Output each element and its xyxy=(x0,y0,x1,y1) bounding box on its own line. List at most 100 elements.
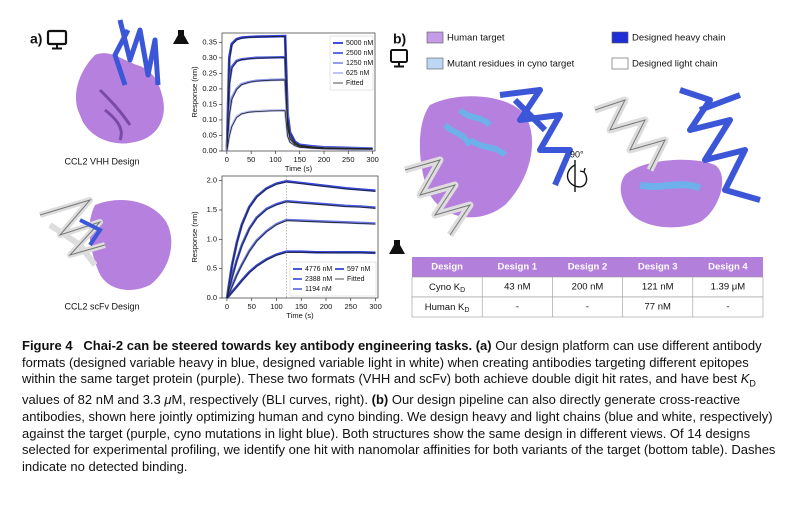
vhh-structure xyxy=(75,19,164,144)
x-axis-label: Time (s) xyxy=(285,164,313,173)
x-tick-label: 150 xyxy=(293,155,306,164)
rotation-label: 90° xyxy=(570,149,584,159)
x-tick-label: 50 xyxy=(247,155,255,164)
legend-box xyxy=(289,261,377,297)
y-tick-label: 1.0 xyxy=(207,234,217,243)
x-axis-label: Time (s) xyxy=(286,311,314,320)
legend-label: Human target xyxy=(447,33,505,44)
y-axis-label: Response (nm) xyxy=(190,211,199,263)
legend-swatch xyxy=(426,57,444,70)
table-cell: - xyxy=(586,302,589,313)
y-tick-label: 0.00 xyxy=(202,146,217,155)
table-header: Design 4 xyxy=(708,262,748,273)
caption-run: D xyxy=(749,378,756,389)
caption-run: Our design pipeline can also directly ge… xyxy=(22,392,780,474)
monitor-icon xyxy=(390,49,408,68)
y-tick-label: 0.25 xyxy=(202,68,217,77)
x-tick-label: 100 xyxy=(269,155,282,164)
figure: a) CCL2 VHH Design CCL2 scFv Design b) H… xyxy=(30,19,764,320)
table-cell: - xyxy=(516,302,519,313)
x-tick-label: 250 xyxy=(345,302,358,311)
x-tick-label: 0 xyxy=(225,155,229,164)
x-tick-label: 300 xyxy=(366,155,379,164)
fitted-line xyxy=(226,251,376,299)
table-cell: - xyxy=(726,302,729,313)
panel-label: b) xyxy=(393,31,406,47)
y-tick-label: 0.35 xyxy=(202,37,217,46)
caption-run: Figure 4 xyxy=(22,338,73,353)
x-tick-label: 250 xyxy=(342,155,355,164)
table-header: Design 2 xyxy=(568,262,608,273)
row-label-sub: D xyxy=(460,287,465,294)
legend-label: Mutant residues in cyno target xyxy=(447,59,575,70)
legend-swatch xyxy=(611,57,629,70)
scfv-structure xyxy=(39,197,172,290)
x-tick-label: 200 xyxy=(320,302,333,311)
table-cell: 200 nM xyxy=(572,282,604,293)
caption-run: μ xyxy=(164,392,172,408)
legend-label: Fitted xyxy=(347,276,365,283)
flask-icon xyxy=(389,240,405,254)
table-cell: 77 nM xyxy=(644,302,670,313)
y-tick-label: 0.20 xyxy=(202,84,217,93)
x-tick-label: 200 xyxy=(318,155,331,164)
fitted-line xyxy=(226,181,376,299)
legend: 4776 nM 2388 nM 1194 nM 597 nM Fitted xyxy=(289,261,377,297)
table-header: Design 1 xyxy=(497,262,537,273)
caption-run: Our design platform can use different an… xyxy=(22,338,766,387)
legend-swatch xyxy=(426,31,444,44)
table-row-label: Human KD xyxy=(425,302,470,314)
monitor-icon xyxy=(46,29,68,50)
table-row xyxy=(411,296,764,318)
table-header: Design 3 xyxy=(638,262,678,273)
fitted-line xyxy=(226,110,373,152)
fitted-line xyxy=(226,201,376,299)
table-row-label: Cyno KD xyxy=(429,282,465,294)
rotation-arrow xyxy=(566,160,588,192)
legend: 5000 nM 2500 nM 1250 nM 625 nM Fitted xyxy=(329,35,373,91)
structure-label: CCL2 scFv Design xyxy=(64,301,139,311)
cross-reactive-structure-front xyxy=(404,87,573,237)
y-tick-label: 0.5 xyxy=(207,264,217,273)
legend-label: Designed light chain xyxy=(632,59,718,70)
y-tick-label: 0.05 xyxy=(202,130,217,139)
legend-label: 597 nM xyxy=(347,266,371,273)
structure-label: CCL2 VHH Design xyxy=(64,156,139,166)
x-tick-label: 0 xyxy=(225,302,229,311)
plot-frame xyxy=(221,32,376,152)
y-tick-label: 2.0 xyxy=(207,176,217,185)
caption-run: Chai-2 can be steered towards key antibo… xyxy=(72,338,473,353)
table-cell: 121 nM xyxy=(642,282,674,293)
x-tick-label: 300 xyxy=(369,302,382,311)
legend-label: 1250 nM xyxy=(346,60,373,67)
caption-run: values of 82 nM and 3.3 xyxy=(22,371,760,408)
caption-run: K xyxy=(740,371,750,387)
legend-label: 1194 nM xyxy=(305,286,332,293)
kd-table: Design Design 1 Design 2 Design 3 Design 4 Cy… xyxy=(411,257,764,318)
table-cell: 43 nM xyxy=(504,282,530,293)
caption-run: (b) xyxy=(371,392,389,408)
plot-frame xyxy=(221,175,379,299)
series-line xyxy=(225,78,373,152)
legend-label: 2500 nM xyxy=(346,50,373,57)
fitted-line xyxy=(226,220,376,299)
table-cell: 1.39 μM xyxy=(711,282,746,293)
y-tick-label: 0.10 xyxy=(202,115,217,124)
panel-label: a) xyxy=(30,31,42,47)
x-tick-label: 100 xyxy=(270,302,283,311)
x-tick-label: 150 xyxy=(295,302,308,311)
legend-label: Designed heavy chain xyxy=(632,33,725,44)
legend-label: 625 nM xyxy=(346,70,370,77)
y-tick-label: 1.5 xyxy=(207,205,217,214)
flask-icon xyxy=(173,30,189,44)
legend-label: Fitted xyxy=(346,80,364,87)
y-axis-label: Response (nm) xyxy=(190,66,199,118)
legend-label: 5000 nM xyxy=(346,40,373,47)
legend-label: 4776 nM xyxy=(305,266,332,273)
legend-label: 2388 nM xyxy=(305,276,332,283)
y-tick-label: 0.30 xyxy=(202,53,217,62)
figure-caption: Figure 4 Chai-2 can be steered towards k… xyxy=(22,338,784,475)
caption-run: (a) xyxy=(475,338,492,353)
y-tick-label: 0.0 xyxy=(207,293,217,302)
